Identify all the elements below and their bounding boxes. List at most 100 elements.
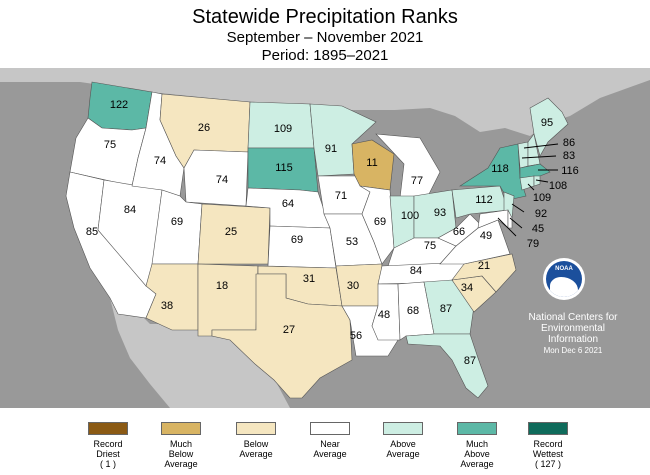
- leader-line-MD: [497, 217, 517, 237]
- rank-label-ND: 109: [273, 123, 293, 135]
- state-shape-VT: [517, 141, 529, 169]
- leader-line-NH: [523, 143, 559, 149]
- rank-label-DE: 45: [531, 223, 545, 235]
- rank-label-MA: 116: [561, 165, 579, 177]
- legend-item-record-driest: Record Driest ( 1 ): [68, 422, 148, 469]
- rank-label-ME: 95: [540, 117, 554, 129]
- legend-label: Below Average: [239, 439, 273, 459]
- rank-label-WY: 74: [215, 174, 229, 186]
- legend-label: Near Average: [313, 439, 347, 459]
- state-shape-TX: [211, 273, 353, 399]
- rank-label-NJ: 92: [534, 208, 548, 220]
- issue-date: Mon Dec 6 2021: [543, 346, 603, 355]
- map-title: Statewide Precipitation Ranks: [192, 6, 458, 28]
- state-shape-ME: [529, 97, 569, 157]
- rank-label-OK: 31: [302, 273, 316, 285]
- rank-label-MS: 48: [377, 309, 391, 321]
- rank-label-KS: 69: [290, 234, 304, 246]
- legend-swatch: [88, 422, 128, 435]
- rank-label-ID: 74: [153, 155, 167, 167]
- rank-label-UT: 69: [170, 216, 184, 228]
- agency-name-line2: Environmental: [541, 323, 605, 334]
- legend-item-much-below: Much Below Average: [141, 422, 221, 469]
- noaa-bird-icon: [550, 277, 578, 297]
- legend-label: Much Below Average: [164, 439, 198, 469]
- legend-item-record-wettest: Record Wettest ( 127 ): [508, 422, 588, 469]
- state-shape-RI: [533, 175, 541, 187]
- leader-lines: [497, 143, 559, 237]
- rank-label-NC: 21: [477, 260, 491, 272]
- rank-label-AZ: 38: [160, 300, 174, 312]
- rank-label-IL: 69: [373, 216, 387, 228]
- rank-label-CA: 85: [85, 226, 99, 238]
- rank-label-RI: 108: [548, 180, 568, 192]
- rank-label-OH: 93: [433, 207, 447, 219]
- legend-label: Record Wettest ( 127 ): [532, 439, 564, 469]
- rank-label-CO: 25: [224, 226, 238, 238]
- state-shape-PA: [451, 185, 509, 219]
- rank-label-WA: 122: [109, 99, 129, 111]
- rank-label-KY: 75: [423, 240, 437, 252]
- mexico-land: [110, 298, 290, 408]
- leader-line-RI: [535, 179, 549, 183]
- legend-label: Record Driest ( 1 ): [93, 439, 123, 469]
- rank-label-MO: 53: [345, 236, 359, 248]
- map-header: Statewide Precipitation Ranks September …: [0, 0, 650, 68]
- state-shape-FL: [405, 333, 489, 399]
- legend-item-much-above: Much Above Average: [437, 422, 517, 469]
- agency-name-line1: National Centers for: [528, 312, 618, 323]
- rank-label-WI: 11: [366, 157, 378, 169]
- leader-line-VT: [521, 155, 557, 159]
- agency-name-line3: Information: [547, 334, 599, 345]
- legend-label: Above Average: [386, 439, 420, 459]
- leader-line-CT: [527, 183, 535, 191]
- precipitation-map: 122 75 85 74 84 26 74 69 38 25 18 109 11…: [0, 68, 650, 408]
- rank-label-MT: 26: [197, 122, 211, 134]
- rank-label-OR: 75: [103, 139, 117, 151]
- legend-item-near: Near Average: [290, 422, 370, 459]
- rank-label-NH: 86: [562, 137, 576, 149]
- rank-label-TN: 84: [409, 265, 423, 277]
- legend-swatch: [161, 422, 201, 435]
- legend-label: Much Above Average: [460, 439, 494, 469]
- noaa-logo-text: NOAA: [555, 266, 573, 272]
- rank-label-GA: 87: [439, 303, 453, 315]
- noaa-logo: NOAA: [543, 258, 585, 300]
- state-shape-DE: [507, 209, 513, 229]
- rank-label-WV: 66: [452, 226, 466, 238]
- state-shape-NC: [451, 253, 517, 293]
- state-shape-NM: [197, 263, 259, 337]
- map-subtitle: September – November 2021: [226, 29, 424, 46]
- rank-label-LA: 56: [349, 330, 363, 342]
- rank-label-IA: 71: [334, 190, 348, 202]
- rank-label-CT: 109: [532, 192, 552, 204]
- state-shape-KS: [267, 225, 337, 269]
- agency-credit: National Centers for Environmental Infor…: [525, 312, 621, 356]
- rank-label-MI: 77: [410, 175, 424, 187]
- state-shape-MA: [519, 163, 551, 179]
- rank-label-SD: 115: [275, 162, 293, 174]
- canada-land: [0, 68, 650, 136]
- legend-swatch: [528, 422, 568, 435]
- legend-item-below: Below Average: [216, 422, 296, 459]
- leader-line-DE: [509, 217, 523, 229]
- rank-label-NY: 118: [491, 163, 509, 175]
- rank-label-AR: 30: [346, 280, 360, 292]
- legend-swatch: [310, 422, 350, 435]
- legend-swatch: [236, 422, 276, 435]
- rank-label-FL: 87: [463, 355, 477, 367]
- state-shape-MD: [477, 209, 509, 229]
- rank-label-MN: 91: [324, 143, 338, 155]
- rank-label-NV: 84: [123, 204, 137, 216]
- rank-label-PA: 112: [475, 194, 493, 206]
- us-states-map: [0, 68, 650, 408]
- legend-swatch: [383, 422, 423, 435]
- state-shape-WY: [183, 149, 249, 207]
- rank-label-NM: 18: [215, 280, 229, 292]
- rank-label-NE: 64: [281, 198, 295, 210]
- legend-item-above: Above Average: [363, 422, 443, 459]
- rank-label-SC: 34: [460, 282, 474, 294]
- rank-label-IN: 100: [400, 210, 420, 222]
- leader-line-NJ: [511, 203, 525, 213]
- rank-label-MD: 79: [526, 238, 540, 250]
